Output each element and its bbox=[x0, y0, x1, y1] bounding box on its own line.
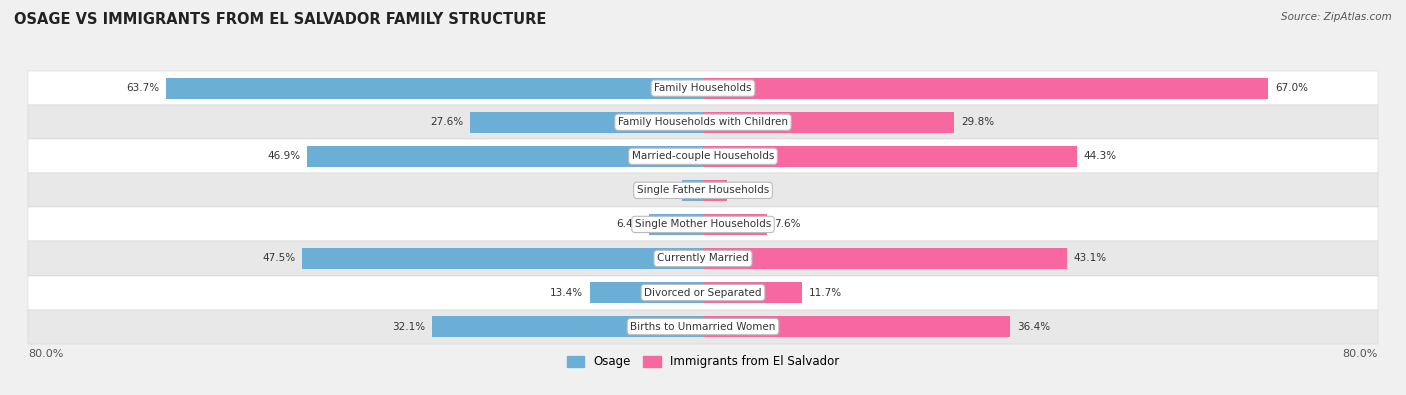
Bar bbox=[703, 316, 1010, 337]
Text: Family Households with Children: Family Households with Children bbox=[619, 117, 787, 127]
Bar bbox=[703, 180, 727, 201]
Text: 27.6%: 27.6% bbox=[430, 117, 464, 127]
Text: 7.6%: 7.6% bbox=[773, 219, 800, 229]
Text: 46.9%: 46.9% bbox=[267, 151, 301, 161]
Text: 29.8%: 29.8% bbox=[962, 117, 994, 127]
Bar bbox=[703, 77, 1268, 99]
Text: Source: ZipAtlas.com: Source: ZipAtlas.com bbox=[1281, 12, 1392, 22]
Text: 32.1%: 32.1% bbox=[392, 322, 426, 332]
Text: Single Mother Households: Single Mother Households bbox=[636, 219, 770, 229]
Bar bbox=[28, 173, 1378, 207]
Text: 11.7%: 11.7% bbox=[808, 288, 842, 297]
Bar bbox=[28, 241, 1378, 276]
Text: Currently Married: Currently Married bbox=[657, 254, 749, 263]
Bar bbox=[703, 146, 1077, 167]
Bar bbox=[650, 214, 703, 235]
Text: Single Father Households: Single Father Households bbox=[637, 185, 769, 196]
Bar bbox=[28, 105, 1378, 139]
Bar bbox=[591, 282, 703, 303]
Bar bbox=[470, 112, 703, 133]
Bar bbox=[166, 77, 703, 99]
Bar bbox=[703, 112, 955, 133]
Bar bbox=[703, 248, 1067, 269]
Legend: Osage, Immigrants from El Salvador: Osage, Immigrants from El Salvador bbox=[562, 351, 844, 373]
Text: 6.4%: 6.4% bbox=[616, 219, 643, 229]
Bar bbox=[703, 214, 768, 235]
Text: OSAGE VS IMMIGRANTS FROM EL SALVADOR FAMILY STRUCTURE: OSAGE VS IMMIGRANTS FROM EL SALVADOR FAM… bbox=[14, 12, 547, 27]
Bar bbox=[432, 316, 703, 337]
Bar bbox=[28, 310, 1378, 344]
Text: 2.5%: 2.5% bbox=[648, 185, 675, 196]
Bar bbox=[28, 276, 1378, 310]
Text: Divorced or Separated: Divorced or Separated bbox=[644, 288, 762, 297]
Text: 47.5%: 47.5% bbox=[263, 254, 295, 263]
Text: Births to Unmarried Women: Births to Unmarried Women bbox=[630, 322, 776, 332]
Text: 67.0%: 67.0% bbox=[1275, 83, 1308, 93]
Text: 2.9%: 2.9% bbox=[734, 185, 761, 196]
Text: 43.1%: 43.1% bbox=[1073, 254, 1107, 263]
Text: 63.7%: 63.7% bbox=[125, 83, 159, 93]
Text: 80.0%: 80.0% bbox=[1343, 349, 1378, 359]
Bar bbox=[28, 139, 1378, 173]
Bar bbox=[682, 180, 703, 201]
Text: Married-couple Households: Married-couple Households bbox=[631, 151, 775, 161]
Bar bbox=[308, 146, 703, 167]
Text: 13.4%: 13.4% bbox=[550, 288, 583, 297]
Bar bbox=[703, 282, 801, 303]
Text: 80.0%: 80.0% bbox=[28, 349, 63, 359]
Text: 44.3%: 44.3% bbox=[1084, 151, 1116, 161]
Bar bbox=[302, 248, 703, 269]
Bar bbox=[28, 207, 1378, 241]
Bar bbox=[28, 71, 1378, 105]
Text: 36.4%: 36.4% bbox=[1017, 322, 1050, 332]
Text: Family Households: Family Households bbox=[654, 83, 752, 93]
